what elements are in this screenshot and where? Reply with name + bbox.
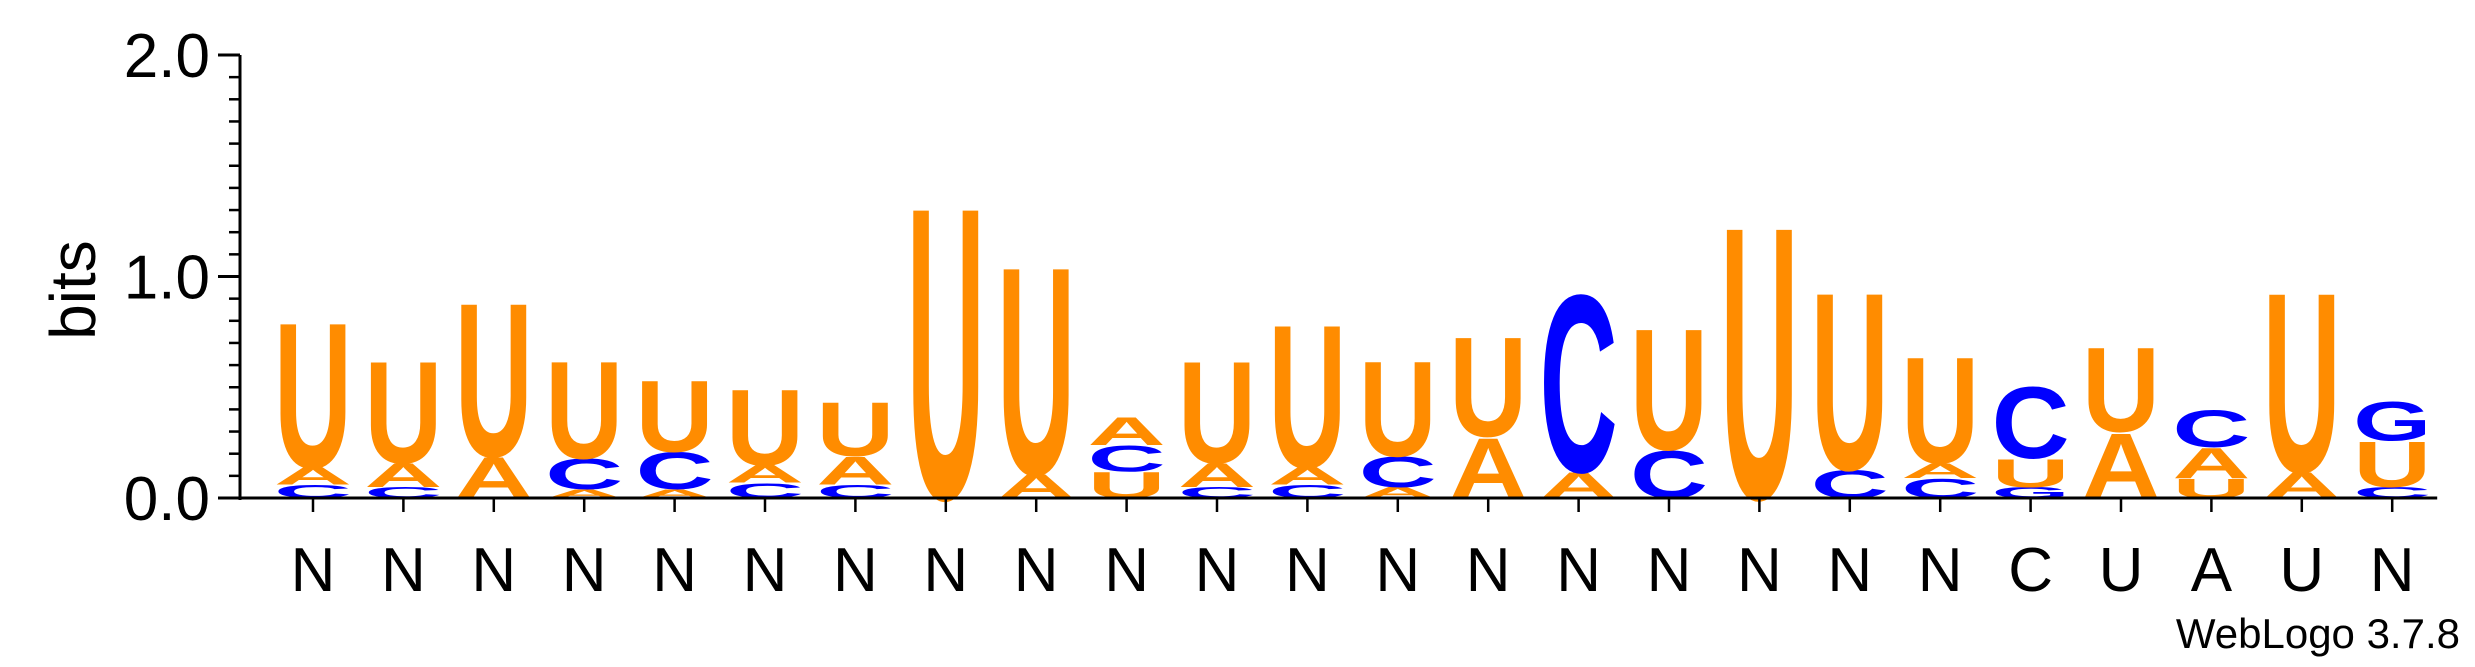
logo-stack: CAU bbox=[1901, 326, 1979, 505]
x-tick-label: N bbox=[1375, 536, 1420, 605]
logo-letter-u: U bbox=[364, 332, 442, 494]
logo-letter-u: U bbox=[1811, 241, 1889, 523]
logo-letter-u: U bbox=[1992, 451, 2070, 496]
logo-letter-u: U bbox=[636, 360, 714, 474]
logo-stack: AU bbox=[455, 257, 533, 511]
logo-letter-u: U bbox=[455, 257, 533, 503]
logo-letter-c: C bbox=[1088, 438, 1166, 479]
logo-letter-c: C bbox=[1992, 367, 2070, 481]
y-tick-label: 0.0 bbox=[124, 465, 210, 534]
logo-letter-u: U bbox=[907, 120, 985, 587]
x-tick-label: C bbox=[2008, 536, 2053, 605]
x-tick-label: N bbox=[1556, 536, 1601, 605]
x-tick-label: N bbox=[562, 536, 607, 605]
x-tick-label: N bbox=[1647, 536, 1692, 605]
x-tick-label: N bbox=[291, 536, 336, 605]
logo-letter-u: U bbox=[997, 206, 1075, 537]
x-tick-label: U bbox=[2099, 536, 2144, 605]
logo-stack: AU bbox=[2263, 239, 2341, 526]
x-tick-label: N bbox=[2370, 536, 2415, 605]
x-tick-label: N bbox=[652, 536, 697, 605]
x-tick-label: N bbox=[471, 536, 516, 605]
logo-letter-a: A bbox=[274, 462, 352, 490]
logo-letter-a: A bbox=[364, 456, 442, 494]
logo-letter-u: U bbox=[1178, 332, 1256, 494]
logo-letter-a: A bbox=[1268, 462, 1346, 490]
x-tick-label: N bbox=[1466, 536, 1511, 605]
y-tick-label: 2.0 bbox=[124, 22, 210, 91]
logo-stack: CU bbox=[1630, 292, 1708, 513]
x-tick-label: N bbox=[923, 536, 968, 605]
logo-stack: AU bbox=[1449, 308, 1527, 517]
logo-stack: CAU bbox=[816, 386, 894, 502]
logo-letter-c: C bbox=[636, 441, 714, 500]
logo-letter-u: U bbox=[274, 280, 352, 512]
x-tick-label: N bbox=[833, 536, 878, 605]
x-tick-label: N bbox=[381, 536, 426, 605]
logo-stack: AC bbox=[1540, 244, 1618, 526]
logo-stack: UAC bbox=[2172, 399, 2250, 504]
y-tick-label: 1.0 bbox=[124, 244, 210, 313]
logo-stack: CAU bbox=[364, 332, 442, 501]
logo-stack: UCA bbox=[1088, 409, 1166, 506]
logo-stack: ACU bbox=[545, 333, 623, 501]
x-tick-label: N bbox=[1918, 536, 1963, 605]
logo-letter-u: U bbox=[1268, 282, 1346, 511]
logo-letter-c: C bbox=[1359, 449, 1437, 497]
logo-letter-c: C bbox=[2172, 399, 2250, 458]
logo-letter-u: U bbox=[726, 367, 804, 488]
x-tick-label: N bbox=[1195, 536, 1240, 605]
logo-letter-c: C bbox=[545, 451, 623, 499]
y-axis-label: bits bbox=[37, 240, 109, 340]
x-tick-label: N bbox=[1104, 536, 1149, 605]
x-tick-label: A bbox=[2191, 536, 2233, 605]
weblogo-watermark: WebLogo 3.7.8 bbox=[2176, 610, 2460, 657]
logo-letter-a: A bbox=[1088, 409, 1166, 454]
logo-letter-u: U bbox=[1720, 145, 1798, 581]
logo-stack: U bbox=[1720, 145, 1798, 581]
x-tick-label: N bbox=[1285, 536, 1330, 605]
y-axis: 0.0 1.0 2.0 bbox=[124, 22, 242, 534]
logo-stack: GUC bbox=[1992, 367, 2070, 502]
logo-letter-c: C bbox=[1540, 244, 1618, 526]
logo-letter-u: U bbox=[2082, 323, 2160, 458]
logo-stack: CAU bbox=[726, 367, 804, 503]
logo-letter-u: U bbox=[545, 333, 623, 488]
x-tick-label: N bbox=[743, 536, 788, 605]
logo-stack: AU bbox=[997, 206, 1075, 537]
logo-letter-u: U bbox=[1449, 308, 1527, 467]
logo-letter-u: U bbox=[1359, 334, 1437, 486]
x-tick-label: N bbox=[1737, 536, 1782, 605]
logo-letter-u: U bbox=[816, 386, 894, 472]
logo-stack: ACU bbox=[1359, 334, 1437, 501]
logo-letter-u: U bbox=[2353, 428, 2431, 501]
x-tick-label: N bbox=[1014, 536, 1059, 605]
x-tick-label: N bbox=[1827, 536, 1872, 605]
logo-stack: AU bbox=[2082, 323, 2160, 518]
logo-letter-a: A bbox=[1901, 458, 1979, 482]
logo-letter-a: A bbox=[2172, 440, 2250, 488]
logo-letter-u: U bbox=[2263, 239, 2341, 526]
logo-letter-g: G bbox=[2353, 391, 2431, 453]
logo-stack: U bbox=[907, 120, 985, 587]
logo-stack: CAU bbox=[1178, 332, 1256, 501]
logo-letter-u: U bbox=[1901, 326, 1979, 495]
logo-letter-u: U bbox=[1630, 292, 1708, 486]
logo-stack: CAU bbox=[274, 280, 352, 512]
logo-stack: ACU bbox=[636, 360, 714, 501]
logo-stack: CAU bbox=[1268, 282, 1346, 511]
logo-stack: CU bbox=[1811, 241, 1889, 523]
logo-stack: CUG bbox=[2353, 391, 2431, 501]
logo-letter-a: A bbox=[1178, 456, 1256, 494]
logo-letter-a: A bbox=[816, 449, 894, 494]
x-tick-label: U bbox=[2279, 536, 2324, 605]
logo-letter-a: A bbox=[726, 460, 804, 488]
